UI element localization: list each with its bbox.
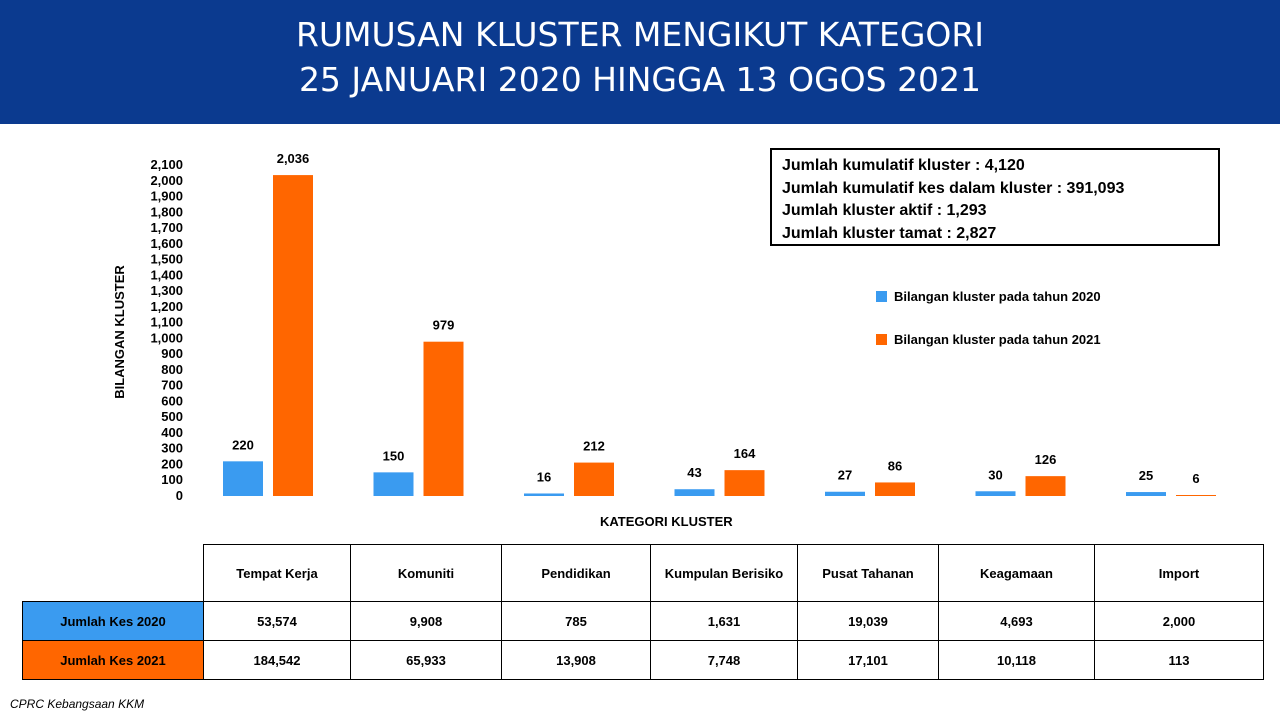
row-label-2020: Jumlah Kes 2020	[22, 601, 204, 641]
legend-swatch-2020	[876, 291, 887, 302]
y-tick-label: 700	[161, 378, 183, 393]
table-cell: 17,101	[797, 640, 939, 680]
bar-2021	[1025, 476, 1066, 496]
row-label-2021: Jumlah Kes 2021	[22, 640, 204, 680]
legend-item-2021: Bilangan kluster pada tahun 2021	[876, 332, 1101, 347]
data-label: 6	[1192, 471, 1199, 486]
table-row: Jumlah Kes 2020 53,574 9,908 785 1,631 1…	[22, 601, 1264, 641]
y-tick-label: 600	[161, 393, 183, 408]
bar-2021	[724, 470, 765, 496]
y-tick-label: 800	[161, 362, 183, 377]
table-header-cell: Komuniti	[350, 544, 502, 602]
header-banner: RUMUSAN KLUSTER MENGIKUT KATEGORI 25 JAN…	[0, 0, 1280, 124]
table-row: Jumlah Kes 2021 184,542 65,933 13,908 7,…	[22, 640, 1264, 680]
table-cell: 1,631	[650, 601, 798, 641]
summary-active-clusters: Jumlah kluster aktif : 1,293	[782, 202, 987, 219]
table-header-cell: Tempat Kerja	[203, 544, 351, 602]
cases-table: Tempat Kerja Komuniti Pendidikan Kumpula…	[22, 544, 1264, 680]
table-cell: 65,933	[350, 640, 502, 680]
bar-chart: BILANGAN KLUSTER 010020030040050060070080…	[112, 151, 1216, 503]
data-label: 30	[988, 467, 1002, 482]
bar-2021	[875, 482, 915, 496]
legend-label-2020: Bilangan kluster pada tahun 2020	[894, 289, 1101, 304]
source-note: CPRC Kebangsaan KKM	[10, 697, 145, 711]
x-axis-label: KATEGORI KLUSTER	[600, 514, 733, 529]
bar-2020	[373, 472, 414, 496]
bar-2021	[574, 462, 614, 496]
bar-2021	[423, 341, 464, 496]
table-cell: 785	[501, 601, 651, 641]
data-label: 150	[383, 448, 405, 463]
table-cell: 113	[1094, 640, 1264, 680]
y-tick-label: 500	[161, 409, 183, 424]
summary-cumulative-clusters: Jumlah kumulatif kluster : 4,120	[782, 157, 1025, 174]
table-cell: 9,908	[350, 601, 502, 641]
bar-2020	[524, 493, 564, 496]
y-tick-label: 100	[161, 472, 183, 487]
data-label: 27	[838, 468, 852, 483]
data-label: 2,036	[277, 151, 310, 166]
y-tick-label: 1,600	[150, 236, 183, 251]
y-tick-label: 1,500	[150, 252, 183, 267]
y-tick-label: 1,400	[150, 267, 183, 282]
table-header-cell: Pendidikan	[501, 544, 651, 602]
table-cell: 19,039	[797, 601, 939, 641]
table-cell: 10,118	[938, 640, 1095, 680]
data-label: 979	[433, 318, 455, 333]
y-tick-label: 200	[161, 456, 183, 471]
legend-label-2021: Bilangan kluster pada tahun 2021	[894, 332, 1101, 347]
table-header-cell: Pusat Tahanan	[797, 544, 939, 602]
legend-swatch-2021	[876, 334, 887, 345]
bar-2021	[273, 175, 313, 496]
summary-box: Jumlah kumulatif kluster : 4,120 Jumlah …	[770, 148, 1220, 246]
data-label: 43	[687, 465, 701, 480]
y-tick-label: 2,000	[150, 173, 183, 188]
data-label: 220	[232, 437, 254, 452]
legend-item-2020: Bilangan kluster pada tahun 2020	[876, 289, 1101, 304]
bar-2021	[1176, 495, 1216, 496]
y-tick-label: 1,300	[150, 283, 183, 298]
summary-closed-clusters: Jumlah kluster tamat : 2,827	[782, 224, 997, 242]
y-axis-label: BILANGAN KLUSTER	[112, 265, 127, 399]
y-tick-label: 1,900	[150, 189, 183, 204]
y-tick-label: 400	[161, 425, 183, 440]
title-line-1: RUMUSAN KLUSTER MENGIKUT KATEGORI	[295, 15, 985, 54]
table-cell: 7,748	[650, 640, 798, 680]
summary-cumulative-cases: Jumlah kumulatif kes dalam kluster : 391…	[782, 179, 1125, 197]
table-header-row: Tempat Kerja Komuniti Pendidikan Kumpula…	[22, 544, 1264, 602]
y-tick-label: 1,800	[150, 204, 183, 219]
bar-2020	[975, 491, 1016, 496]
y-tick-label: 300	[161, 441, 183, 456]
data-label: 16	[537, 469, 551, 484]
data-label: 212	[583, 439, 605, 454]
table-header-cell: Import	[1094, 544, 1264, 602]
table-corner	[22, 544, 204, 602]
y-tick-label: 1,000	[150, 330, 183, 345]
data-label: 164	[734, 446, 756, 461]
table-header-cell: Keagamaan	[938, 544, 1095, 602]
bar-2020	[674, 489, 715, 496]
data-label: 126	[1035, 452, 1057, 467]
table-cell: 184,542	[203, 640, 351, 680]
y-tick-label: 2,100	[150, 157, 183, 172]
data-label: 86	[888, 458, 902, 473]
table-cell: 2,000	[1094, 601, 1264, 641]
bar-2020	[1126, 492, 1166, 496]
table-cell: 13,908	[501, 640, 651, 680]
y-tick-label: 900	[161, 346, 183, 361]
y-tick-label: 1,100	[150, 315, 183, 330]
bar-2020	[825, 491, 865, 496]
table-cell: 53,574	[203, 601, 351, 641]
bar-2020	[223, 461, 263, 496]
data-label: 25	[1139, 468, 1153, 483]
table-cell: 4,693	[938, 601, 1095, 641]
table-header-cell: Kumpulan Berisiko	[650, 544, 798, 602]
y-tick-label: 0	[176, 488, 183, 503]
title-line-2: 25 JANUARI 2020 HINGGA 13 OGOS 2021	[298, 60, 982, 99]
y-tick-label: 1,700	[150, 220, 183, 235]
y-tick-label: 1,200	[150, 299, 183, 314]
